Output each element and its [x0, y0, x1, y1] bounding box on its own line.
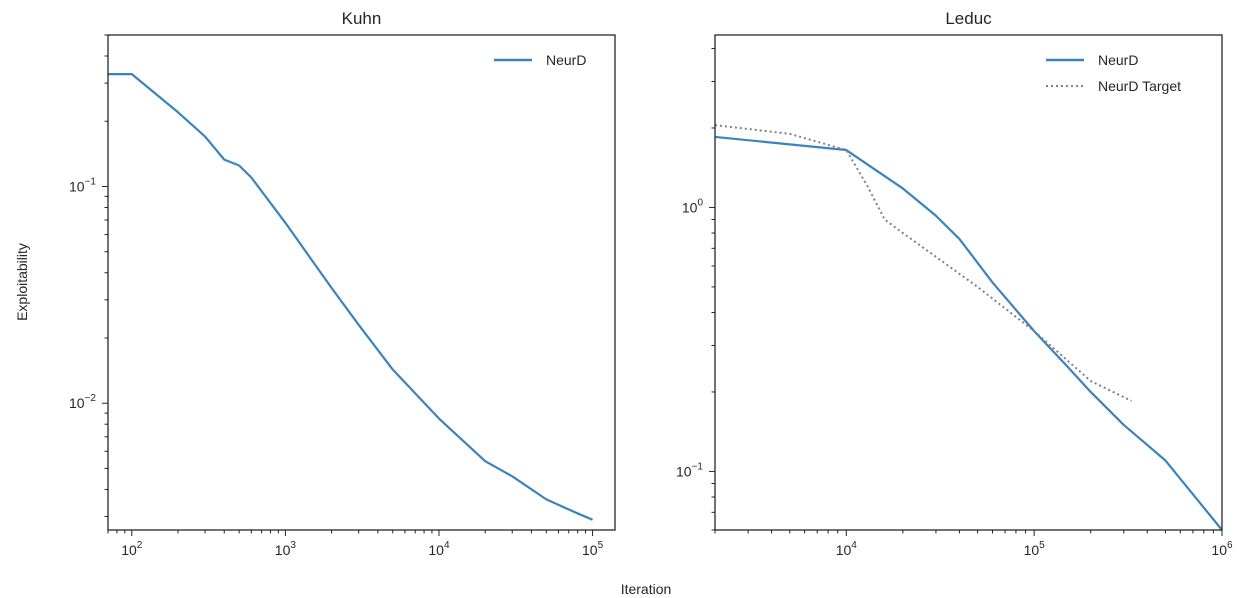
y-tick-label: 10−2 — [69, 393, 96, 411]
subplot-1: Leduc 104 105 106 100 10−1 NeurD NeurD Target — [676, 9, 1233, 558]
legend: NeurD NeurD Target — [1046, 52, 1181, 94]
y-tick-label: 10−1 — [676, 461, 703, 479]
x-tick-label: 104 — [836, 540, 858, 558]
x-axis-label: Iteration — [621, 581, 672, 597]
series-line-neurd — [714, 135, 1223, 531]
x-tick-label: 104 — [428, 540, 450, 558]
y-tick-label: 10−1 — [69, 176, 96, 194]
subplot-0: Kuhn 102 103 104 105 10−1 10−2 NeurD — [69, 9, 616, 558]
plot-frame — [714, 34, 1223, 531]
y-axis-label: Exploitability — [14, 243, 30, 321]
x-tick-label: 103 — [275, 540, 297, 558]
series-line-neurd — [108, 73, 593, 521]
x-tick-label: 106 — [1211, 540, 1233, 558]
plot-frame — [107, 34, 616, 531]
legend-label: NeurD — [546, 52, 586, 68]
series-line-neurd-target — [714, 124, 1132, 402]
y-tick-label: 100 — [682, 197, 704, 215]
chart-title: Leduc — [945, 9, 992, 28]
legend: NeurD — [494, 52, 586, 68]
legend-label: NeurD — [1098, 52, 1138, 68]
x-tick-label: 105 — [582, 540, 604, 558]
x-tick-label: 102 — [121, 540, 143, 558]
chart-title: Kuhn — [342, 9, 382, 28]
legend-label: NeurD Target — [1098, 78, 1181, 94]
x-tick-label: 105 — [1024, 540, 1046, 558]
